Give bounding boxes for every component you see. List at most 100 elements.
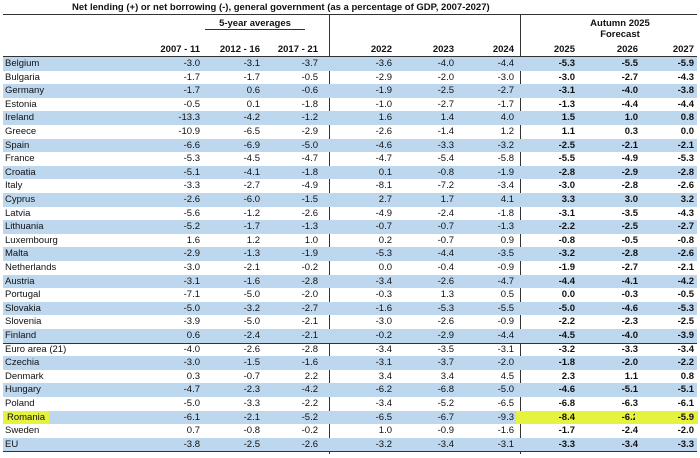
value-cell: -2.5 [558, 139, 575, 151]
value-cell: -0.2 [301, 425, 318, 437]
value-cell: -2.8 [301, 343, 318, 355]
value-cell: -5.5 [558, 153, 575, 165]
value-cell: -2.4 [437, 207, 454, 219]
country-cell: Poland [5, 398, 35, 409]
value-cell: 3.4 [440, 370, 454, 382]
value-cell: -2.6 [375, 126, 392, 137]
country-cell: Portugal [5, 289, 41, 301]
value-cell: 0.1 [378, 166, 392, 178]
table-row: Lithuania -5.2 -1.7 -1.3 -0.7 -0.7 -1.3 -2.2 -2.… [3, 220, 697, 234]
value-cell: -0.2 [375, 330, 392, 341]
value-cell: -6.6 [183, 139, 200, 151]
value-cell: -4.4 [497, 58, 514, 69]
country-cell: EU [5, 438, 19, 450]
value-cell: -3.1 [375, 357, 392, 369]
value-cell: -0.9 [497, 316, 514, 328]
value-cell: -13.3 [178, 112, 200, 124]
group-header: Autumn 2025 Forecast [590, 18, 650, 40]
value-cell: -3.2 [497, 139, 514, 151]
value-cell: 3.2 [680, 194, 694, 205]
value-cell: -2.7 [437, 98, 454, 110]
table-row: Romania -6.1 -2.1 -5.2 -6.5 -6.7 -9.3 -8.4 -6.2-… [3, 410, 698, 425]
value-cell: 0.0 [680, 126, 694, 137]
value-cell: -5.3 [677, 302, 694, 314]
table-row: Finland 0.6 -2.4 -2.1 -0.2 -2.9 -4.4 -4.5 -4.0 -3… [3, 329, 697, 343]
value-cell: -4.1 [621, 275, 638, 287]
value-cell: -4.0 [437, 58, 454, 69]
value-cell: -2.6 [437, 275, 454, 287]
value-cell: -10.9 [178, 126, 200, 137]
value-cell: -5.3 [375, 248, 392, 260]
value-cell: -1.2 [301, 112, 318, 124]
value-cell: -6.1 [183, 411, 200, 423]
column-header: 2007 - 11 [160, 44, 200, 55]
value-cell: -2.2 [558, 221, 575, 233]
value-cell: -5.1 [677, 384, 694, 396]
value-cell: -6.8 [558, 398, 575, 409]
value-cell: -1.8 [497, 207, 514, 219]
value-cell: -3.4 [497, 180, 514, 192]
value-cell: -6.2 [579, 410, 642, 425]
value-cell: 1.4 [440, 112, 454, 124]
value-cell: -2.2 [558, 316, 575, 328]
value-cell: -1.7 [183, 85, 200, 97]
value-cell: -2.6 [677, 180, 694, 192]
country-cell: Croatia [5, 166, 36, 178]
value-cell: -3.3 [183, 180, 200, 192]
country-cell: Slovenia [5, 316, 42, 328]
value-cell: -5.0 [558, 302, 575, 314]
value-cell: 0.0 [378, 262, 392, 273]
value-cell: -3.3 [437, 139, 454, 151]
table-row: EU -3.8 -2.5 -2.6 -3.2 -3.4 -3.1 -3.3 -3.4 -3.3 [3, 437, 697, 452]
value-cell: -7.1 [183, 289, 200, 301]
value-cell: -4.6 [375, 139, 392, 151]
table-row: Germany -1.7 0.6 -0.6 -1.9 -2.5 -2.7 -3.1 -4.0 -3… [3, 84, 697, 98]
value-cell: -2.0 [677, 425, 694, 437]
value-cell: -3.0 [497, 71, 514, 83]
value-cell: -3.4 [375, 343, 392, 355]
value-cell: 3.3 [561, 194, 575, 205]
value-cell: 4.5 [500, 370, 514, 382]
table-row: Spain -6.6 -6.9 -5.0 -4.6 -3.3 -3.2 -2.5 -2.1 -2.… [3, 138, 697, 153]
value-cell: -3.0 [558, 71, 575, 83]
value-cell: -9.3 [497, 411, 514, 423]
value-cell: -0.5 [677, 289, 694, 301]
value-cell: -3.9 [677, 330, 694, 341]
value-cell: 1.0 [624, 112, 638, 124]
table-row: Portugal -7.1 -5.0 -2.0 -0.3 1.3 0.5 0.0 -0.3 -0.… [3, 288, 697, 302]
value-cell: -6.9 [243, 139, 260, 151]
value-cell: -5.5 [497, 302, 514, 314]
value-cell: -4.9 [301, 180, 318, 192]
value-cell: -4.4 [621, 98, 638, 110]
value-cell: -5.4 [437, 153, 454, 165]
value-cell: -4.4 [558, 275, 575, 287]
value-cell: -3.4 [375, 275, 392, 287]
value-cell: -4.7 [375, 153, 392, 165]
column-header: 2027 [672, 44, 694, 55]
value-cell: -5.9 [677, 58, 694, 69]
value-cell: -3.0 [183, 262, 200, 273]
value-cell: -4.2 [677, 275, 694, 287]
value-cell: 0.6 [246, 85, 260, 97]
rule [329, 14, 330, 454]
table-row: Austria -3.1 -1.6 -2.8 -3.4 -2.6 -4.7 -4.4 -4.1 -… [3, 274, 697, 289]
value-cell: -2.0 [497, 357, 514, 369]
value-cell: -1.5 [243, 357, 260, 369]
value-cell: -2.3 [243, 384, 260, 396]
value-cell: 4.0 [500, 112, 514, 124]
country-cell: Netherlands [5, 262, 57, 273]
value-cell: -2.7 [243, 180, 260, 192]
value-cell: -2.0 [621, 357, 638, 369]
value-cell: -5.1 [621, 384, 638, 396]
value-cell: -2.2 [301, 398, 318, 409]
value-cell: 0.3 [624, 126, 638, 137]
value-cell: -2.1 [677, 262, 694, 273]
value-cell: -5.6 [183, 207, 200, 219]
table-row: Slovenia -3.9 -5.0 -2.1 -3.0 -2.6 -0.9 -2.2 -2.3… [3, 315, 697, 329]
value-cell: -2.7 [621, 71, 638, 83]
country-cell: Cyprus [5, 194, 36, 205]
column-header: 2022 [370, 44, 392, 55]
value-cell: -5.9 [635, 410, 698, 425]
value-cell: -1.6 [497, 425, 514, 437]
value-cell: -2.1 [243, 262, 260, 273]
